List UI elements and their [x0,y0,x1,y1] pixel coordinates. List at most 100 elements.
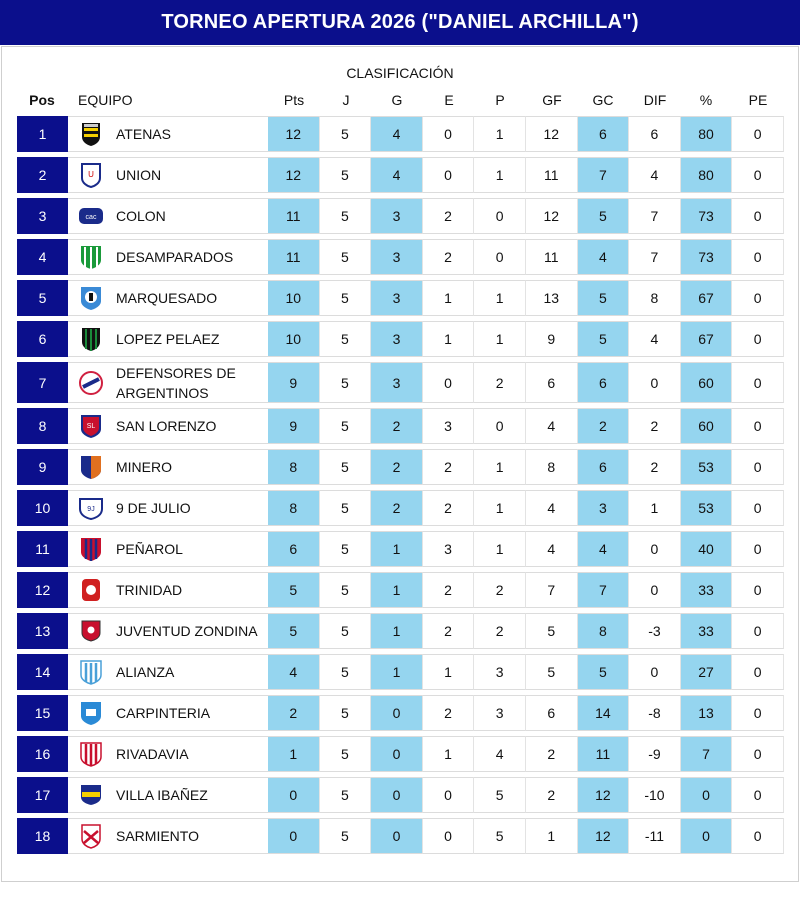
gc-cell: 5 [577,321,630,357]
pts-cell: 1 [268,736,320,772]
pe-cell: 0 [732,777,784,813]
g-cell: 4 [371,157,423,193]
p-cell: 2 [474,572,526,608]
table-row: 15 CARPINTERIA 2 5 0 2 3 6 14 -8 13 0 [17,695,784,731]
lopez-pelaez-badge-icon [78,326,104,352]
gc-cell: 5 [577,198,630,234]
e-cell: 1 [422,280,475,316]
j-cell: 5 [319,116,372,152]
gc-cell: 6 [577,449,630,485]
j-cell: 5 [319,449,372,485]
team-name: MINERO [116,459,172,475]
j-cell: 5 [319,531,372,567]
p-cell: 1 [474,116,526,152]
pct-cell: 73 [680,239,733,275]
table-row: 16 RIVADAVIA 1 5 0 1 4 2 11 -9 7 0 [17,736,784,772]
gc-cell: 8 [577,613,630,649]
svg-text:U: U [88,170,94,179]
position-cell: 3 [17,198,68,234]
e-cell: 2 [422,695,475,731]
pct-cell: 33 [680,613,733,649]
gf-cell: 12 [525,198,578,234]
p-cell: 4 [474,736,526,772]
pct-cell: 53 [680,490,733,526]
team-name: RIVADAVIA [116,746,189,762]
g-cell: 3 [371,239,423,275]
e-cell: 0 [422,777,475,813]
rivadavia-badge-icon [78,741,104,767]
gc-cell: 12 [577,777,630,813]
dif-cell: 6 [629,116,681,152]
p-cell: 1 [474,321,526,357]
p-cell: 1 [474,531,526,567]
table-row: 9 MINERO 8 5 2 2 1 8 6 2 53 0 [17,449,784,485]
gc-cell: 7 [577,157,630,193]
j-cell: 5 [319,198,372,234]
p-cell: 5 [474,818,526,854]
p-cell: 1 [474,490,526,526]
team-cell: SARMIENTO [68,818,268,854]
pe-cell: 0 [732,695,784,731]
team-name-line: ARGENTINOS [116,384,209,401]
pts-cell: 2 [268,695,320,731]
table-row: 1 ATENAS 12 5 4 0 1 12 6 6 80 0 [17,116,784,152]
team-name: MARQUESADO [116,290,218,306]
gc-cell: 3 [577,490,630,526]
p-cell: 2 [474,362,526,403]
g-cell: 3 [371,280,423,316]
table-row: 8 SL SAN LORENZO 9 5 2 3 0 4 2 2 60 0 [17,408,784,444]
pts-cell: 11 [268,198,320,234]
svg-text:9J: 9J [87,506,94,513]
gf-cell: 7 [525,572,578,608]
team-cell: PEÑAROL [68,531,268,567]
villa-ibanez-badge-icon [78,782,104,808]
table-row: 5 MARQUESADO 10 5 3 1 1 13 5 8 67 0 [17,280,784,316]
p-cell: 2 [474,613,526,649]
g-cell: 0 [371,695,423,731]
table-row: 2 U UNION 12 5 4 0 1 11 7 4 80 0 [17,157,784,193]
table-row: 6 LOPEZ PELAEZ 10 5 3 1 1 9 5 4 67 0 [17,321,784,357]
g-cell: 0 [371,777,423,813]
gc-cell: 4 [577,531,630,567]
header-pct: % [699,92,713,108]
j-cell: 5 [319,572,372,608]
svg-text:cac: cac [86,214,97,221]
pct-cell: 67 [680,280,733,316]
gc-cell: 4 [577,239,630,275]
g-cell: 1 [371,613,423,649]
team-name: PEÑAROL [116,541,183,557]
j-cell: 5 [319,613,372,649]
e-cell: 2 [422,449,475,485]
pe-cell: 0 [732,818,784,854]
dif-cell: 0 [629,362,681,403]
position-cell: 1 [17,116,68,152]
team-name: LOPEZ PELAEZ [116,331,220,347]
header-p: P [495,92,505,108]
e-cell: 2 [422,572,475,608]
pe-cell: 0 [732,490,784,526]
dif-cell: -11 [629,818,681,854]
pct-cell: 40 [680,531,733,567]
atenas-badge-icon [78,121,104,147]
dif-cell: 0 [629,531,681,567]
position-cell: 12 [17,572,68,608]
team-cell: RIVADAVIA [68,736,268,772]
g-cell: 1 [371,531,423,567]
j-cell: 5 [319,695,372,731]
g-cell: 0 [371,736,423,772]
gc-cell: 5 [577,280,630,316]
e-cell: 0 [422,362,475,403]
team-name: COLON [116,208,166,224]
team-cell: 9J 9 DE JULIO [68,490,268,526]
gf-cell: 9 [525,321,578,357]
pct-cell: 60 [680,408,733,444]
pts-cell: 0 [268,818,320,854]
gf-cell: 2 [525,777,578,813]
pe-cell: 0 [732,239,784,275]
marquesado-badge-icon [78,285,104,311]
colon-badge-icon: cac [78,203,104,229]
team-cell: DESAMPARADOS [68,239,268,275]
j-cell: 5 [319,777,372,813]
p-cell: 1 [474,280,526,316]
j-cell: 5 [319,736,372,772]
